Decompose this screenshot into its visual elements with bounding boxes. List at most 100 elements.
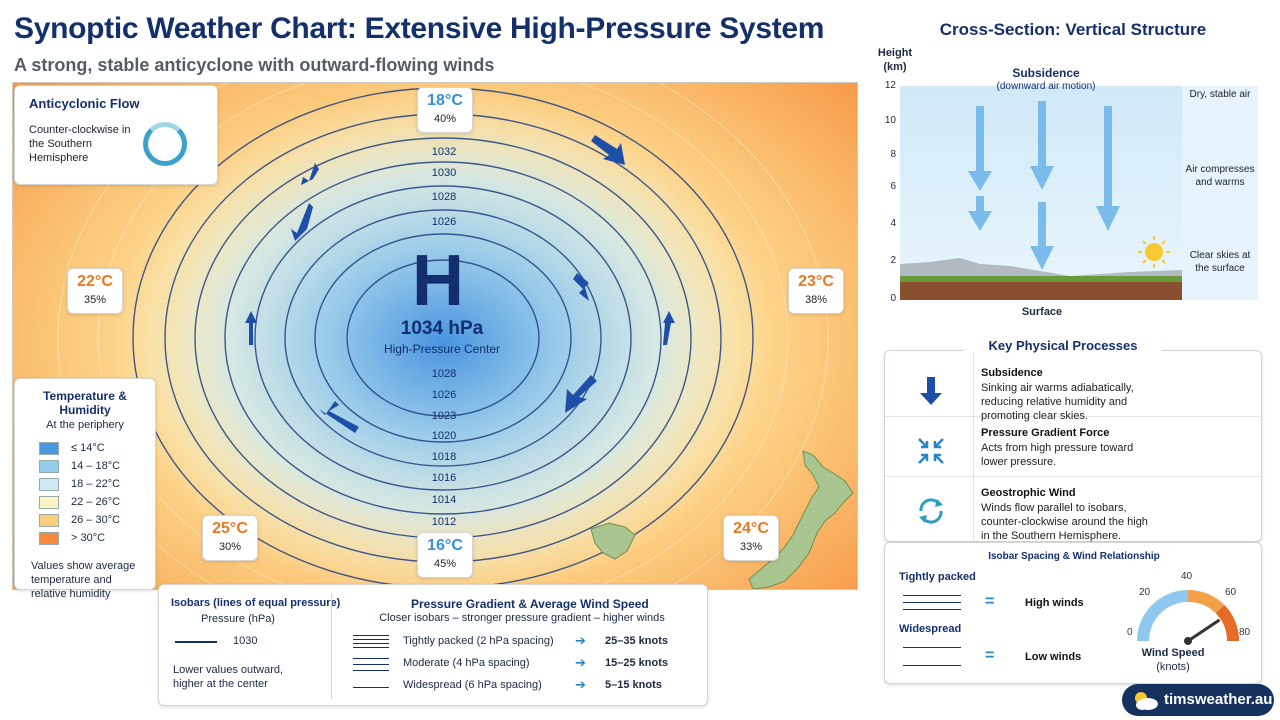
process-desc: Acts from high pressure toward lower pre… <box>981 442 1134 468</box>
gradient-row-widespread: Widespread (6 hPa spacing) ➔ 5–15 knots <box>353 677 693 695</box>
legend-item: 26 – 30°C <box>23 511 147 529</box>
gradient-subtitle: Closer isobars – stronger pressure gradi… <box>379 612 665 624</box>
moderate-isobars-icon <box>353 657 389 671</box>
arrow-right-icon: ➔ <box>575 655 586 670</box>
gradient-row-moderate: Moderate (4 hPa spacing) ➔ 15–25 knots <box>353 655 693 673</box>
panel-divider <box>331 593 332 699</box>
legend-label: 14 – 18°C <box>71 460 121 472</box>
cross-section-title: Cross-Section: Vertical Structure <box>939 20 1207 39</box>
process-row-subsidence: Subsidence Sinking air warms adiabatical… <box>885 359 1263 422</box>
circular-arrow-icon <box>143 122 187 166</box>
legend-swatch <box>39 441 59 455</box>
circular-arrows-icon <box>919 498 943 524</box>
process-name: Pressure Gradient Force <box>981 427 1110 439</box>
cross-section-note: Air compresses and warms <box>1185 164 1255 188</box>
high-pressure-symbol: H <box>412 241 464 321</box>
gauge-needle <box>1187 618 1221 643</box>
y-tick: 0 <box>890 293 896 304</box>
gauge-tick: 60 <box>1225 587 1237 598</box>
isobar-label: 1023 <box>431 410 457 422</box>
isobars-description: Lower values outward, higher at the cent… <box>173 664 284 690</box>
isobar-label: 1032 <box>431 146 457 158</box>
isobar-label: 1018 <box>431 451 457 463</box>
legend-swatch <box>39 513 59 527</box>
legend-item: ≤ 14°C <box>23 439 147 457</box>
relationship-title: Isobar Spacing & Wind Relationship <box>988 551 1160 562</box>
new-zealand-landmass <box>748 450 854 589</box>
wind-arrows <box>245 135 675 433</box>
gradient-row-speed: 15–25 knots <box>605 657 668 669</box>
gradient-row-tight: Tightly packed (2 hPa spacing) ➔ 25–35 k… <box>353 633 693 651</box>
station-badge-southeast: 24°C 33% <box>723 515 779 561</box>
legend-label: 22 – 26°C <box>71 496 121 508</box>
process-name: Subsidence <box>981 367 1043 379</box>
equals-icon: = <box>985 647 995 664</box>
station-humidity: 40% <box>433 113 457 125</box>
wide-line <box>903 665 961 666</box>
process-desc: Sinking air warms adiabatically, reducin… <box>981 382 1134 422</box>
page-title: Synoptic Weather Chart: Extensive High-P… <box>14 12 825 45</box>
gauge-tick: 40 <box>1181 571 1193 582</box>
brand-text: timsweather.au <box>1164 691 1273 708</box>
flow-card-text: Counter-clockwise in the Southern Hemisp… <box>29 124 131 164</box>
legend-note: Values show average temperature and rela… <box>31 560 136 600</box>
legend-label: > 30°C <box>71 532 106 544</box>
arrow-right-icon: ➔ <box>575 633 586 648</box>
cross-section-notes-column <box>1182 86 1258 300</box>
station-temp: 18°C <box>427 92 463 109</box>
tasmania-landmass <box>590 522 636 560</box>
wide-line <box>903 647 961 648</box>
station-badge-west: 22°C 35% <box>67 268 123 314</box>
tight-isobars-icon <box>353 635 389 649</box>
isobar-info-panel: Isobars (lines of equal pressure) Pressu… <box>158 584 708 706</box>
isobar-sample-value: 1030 <box>233 635 258 647</box>
gradient-row-speed: 25–35 knots <box>605 635 668 647</box>
center-label: High-Pressure Center <box>383 342 501 356</box>
subsidence-sublabel: (downward air motion) <box>996 81 1096 92</box>
legend-subtitle: At the periphery <box>46 419 124 431</box>
sun-cloud-icon <box>1135 692 1158 710</box>
brand-badge[interactable]: timsweather.au <box>1122 684 1274 716</box>
equals-icon: = <box>985 593 995 610</box>
station-badge-south: 16°C 45% <box>417 532 473 578</box>
legend-swatch <box>39 531 59 545</box>
gradient-row-speed: 5–15 knots <box>605 679 662 691</box>
legend-label: ≤ 14°C <box>71 442 105 454</box>
gauge-tick: 0 <box>1127 627 1133 638</box>
station-badge-north: 18°C 40% <box>417 87 473 133</box>
station-humidity: 33% <box>739 541 763 553</box>
spacing-wind-card: Isobar Spacing & Wind Relationship Tight… <box>884 542 1262 684</box>
subsidence-label: Subsidence <box>1012 66 1080 80</box>
tight-line <box>903 609 961 610</box>
anticyclonic-flow-card: Anticyclonic Flow Counter-clockwise in t… <box>14 85 218 185</box>
gauge-tick: 80 <box>1239 627 1251 638</box>
isobar-label: 1016 <box>431 472 457 484</box>
tight-line <box>903 602 961 603</box>
isobar-label: 1012 <box>431 516 457 528</box>
arrow-right-icon: ➔ <box>575 677 586 692</box>
process-row-pgf: Pressure Gradient Force Acts from high p… <box>885 419 1263 477</box>
gauge-unit: (knots) <box>1156 661 1190 673</box>
legend-swatch <box>39 459 59 473</box>
y-tick: 12 <box>884 80 896 91</box>
tight-result: High winds <box>1025 597 1084 609</box>
temperature-legend: Temperature & Humidity At the periphery … <box>14 378 156 600</box>
station-humidity: 45% <box>433 558 457 570</box>
y-tick: 2 <box>890 255 896 266</box>
legend-swatch <box>39 477 59 491</box>
legend-items: ≤ 14°C 14 – 18°C 18 – 22°C 22 – 26°C 26 – 30… <box>23 439 147 547</box>
tight-line <box>903 595 961 596</box>
process-desc: Winds flow parallel to isobars, counter-… <box>981 502 1148 542</box>
legend-item: > 30°C <box>23 529 147 547</box>
gauge-title: Wind Speed <box>1141 647 1205 659</box>
station-badge-east: 23°C 38% <box>788 268 844 314</box>
gauge-tick: 20 <box>1139 587 1151 598</box>
gradient-row-label: Widespread (6 hPa spacing) <box>403 679 542 691</box>
wide-result: Low winds <box>1025 651 1082 663</box>
gradient-row-label: Moderate (4 hPa spacing) <box>403 657 530 669</box>
compress-arrows-icon <box>918 438 944 464</box>
isobar-label: 1026 <box>431 389 457 401</box>
station-temp: 24°C <box>733 520 769 537</box>
gradient-title: Pressure Gradient & Average Wind Speed <box>411 597 649 611</box>
y-tick: 6 <box>890 181 896 192</box>
